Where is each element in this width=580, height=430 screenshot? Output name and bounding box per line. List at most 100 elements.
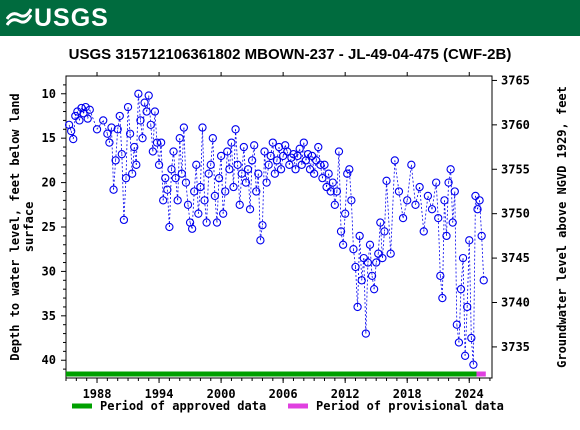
data-point <box>150 107 160 116</box>
data-point <box>134 89 143 98</box>
data-point <box>460 351 470 360</box>
y-tick-label-right: 3740 <box>501 296 530 310</box>
series-connector <box>160 142 164 201</box>
data-point <box>107 123 116 132</box>
series-connector <box>226 151 230 170</box>
series-connector <box>171 151 174 170</box>
data-point <box>252 187 261 196</box>
data-point <box>372 258 381 267</box>
data-point <box>423 191 433 201</box>
series-connector <box>140 120 143 139</box>
series-connector <box>466 240 470 307</box>
series-connector <box>336 151 340 192</box>
series-connector <box>81 107 84 114</box>
data-point <box>270 169 280 178</box>
data-point <box>136 116 145 125</box>
y-tick-label-right: 3735 <box>501 340 530 354</box>
series-connector <box>419 186 425 232</box>
data-point <box>394 187 404 196</box>
data-point <box>77 103 86 113</box>
data-point <box>390 156 399 165</box>
data-point <box>276 165 286 174</box>
series-connector <box>106 133 110 143</box>
series-connector <box>472 195 476 365</box>
data-point <box>407 160 416 169</box>
data-point <box>278 151 288 161</box>
data-point <box>167 165 176 174</box>
data-point <box>109 185 118 194</box>
y-tick-label-left: 40 <box>42 353 56 367</box>
data-point <box>146 120 155 130</box>
data-point <box>334 147 344 156</box>
data-point <box>475 196 484 205</box>
data-point <box>347 196 356 205</box>
data-point <box>130 142 139 152</box>
data-point <box>183 200 193 209</box>
data-point <box>467 333 476 343</box>
series-connector <box>193 164 197 192</box>
series-connector <box>239 173 243 205</box>
data-point <box>469 360 478 369</box>
data-point <box>264 160 273 169</box>
data-point <box>361 329 371 338</box>
series-connector <box>297 148 301 157</box>
data-point <box>223 147 232 156</box>
data-point <box>247 156 257 165</box>
series-connector <box>123 178 127 220</box>
data-point <box>440 196 449 205</box>
series-connector <box>150 124 154 152</box>
data-point <box>212 218 222 227</box>
data-point <box>458 253 468 263</box>
data-point <box>171 173 180 183</box>
data-point <box>465 236 474 245</box>
data-point <box>202 218 211 227</box>
series-connector <box>216 178 220 223</box>
x-tick-label: 1988 <box>83 387 112 401</box>
data-point <box>156 138 166 147</box>
series-connector <box>394 160 400 192</box>
plot-area <box>65 75 493 379</box>
data-point <box>419 227 428 236</box>
series-connector <box>164 178 168 190</box>
series-connector <box>423 195 429 232</box>
data-point <box>144 91 153 100</box>
data-point <box>415 182 424 192</box>
groundwater-chart: USGS 315712106361802 MBOWN-237 - JL-49-0… <box>8 46 569 413</box>
series-connector <box>266 164 270 183</box>
series-connector <box>257 173 261 241</box>
y-tick-label-left: 30 <box>42 264 56 278</box>
series-connector <box>144 102 148 112</box>
data-point <box>330 200 339 209</box>
series-connector <box>311 155 315 174</box>
data-point <box>173 196 182 205</box>
data-point <box>446 165 455 174</box>
data-point <box>471 191 480 201</box>
y-tick-label-left: 20 <box>42 176 56 190</box>
data-point <box>378 253 387 263</box>
data-point <box>138 134 147 143</box>
data-point <box>163 185 172 194</box>
data-point <box>225 165 234 174</box>
data-point <box>479 276 488 285</box>
data-point <box>208 134 217 143</box>
data-point <box>105 138 114 147</box>
series-connector <box>228 142 232 170</box>
data-point <box>179 123 189 132</box>
series-connector <box>189 222 193 229</box>
data-point <box>132 160 141 169</box>
series-connector <box>241 147 245 174</box>
data-point <box>318 173 327 183</box>
series-connector <box>452 191 456 223</box>
data-point <box>338 240 348 249</box>
series-connector <box>460 258 464 290</box>
x-tick-label: 2018 <box>393 387 422 401</box>
y-tick-label-right: 3750 <box>501 207 530 221</box>
series-connector <box>288 157 292 165</box>
data-point <box>320 160 329 169</box>
series-connector <box>231 142 234 188</box>
data-point <box>154 160 164 169</box>
data-point <box>349 245 358 254</box>
data-point <box>233 160 242 169</box>
data-point <box>117 150 126 159</box>
data-point <box>463 302 472 312</box>
